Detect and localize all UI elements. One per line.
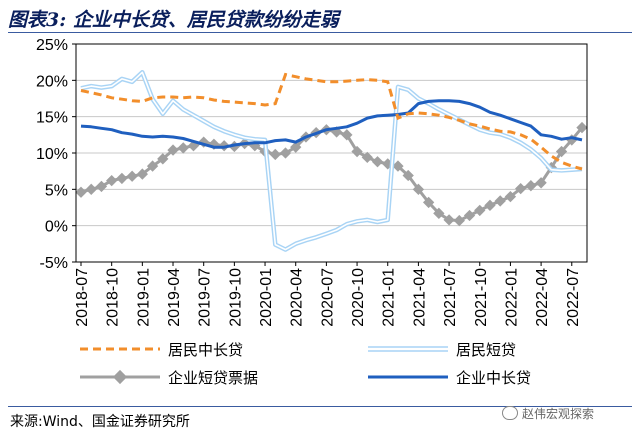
series-3-point xyxy=(402,169,414,182)
x-tick-label: 2019-04 xyxy=(166,268,183,327)
series-3-point xyxy=(453,214,465,227)
legend-label-series-4: 企业中长贷 xyxy=(456,369,531,387)
x-tick-label: 2019-07 xyxy=(197,268,214,327)
y-axis: 25% 20% 15% 10% 5% 0% -5% xyxy=(36,37,76,272)
series-3-point xyxy=(474,204,486,217)
series-line-4 xyxy=(80,99,583,149)
x-tick-label: 2020-04 xyxy=(289,268,306,327)
x-tick-label: 2018-10 xyxy=(105,268,122,327)
y-tick-label: -5% xyxy=(40,255,68,272)
series-3-point xyxy=(126,170,138,182)
x-tick-label: 2020-10 xyxy=(350,268,367,327)
wechat-icon xyxy=(502,406,518,420)
x-tick-label: 2022-07 xyxy=(565,268,582,327)
y-tick-label: 5% xyxy=(45,182,68,199)
line-chart: 25% 20% 15% 10% 5% 0% -5% 2018-07 2018-10 2019-0… xyxy=(36,37,588,387)
y-tick-label: 0% xyxy=(45,219,68,236)
x-tick-label: 2021-04 xyxy=(411,268,428,327)
title-divider xyxy=(8,32,632,33)
x-tick-label: 2021-01 xyxy=(381,268,398,327)
series-3-point xyxy=(484,199,496,211)
y-tick-label: 10% xyxy=(36,146,68,163)
series-3-point xyxy=(269,148,281,161)
footer-divider xyxy=(8,406,632,407)
watermark: 赵伟宏观探索 xyxy=(502,405,594,422)
series-3-point xyxy=(351,145,363,158)
series-3-point xyxy=(167,144,179,156)
series-3-point xyxy=(463,209,476,222)
watermark-text: 赵伟宏观探索 xyxy=(522,407,595,421)
series-3-point xyxy=(136,168,149,180)
series-3-point xyxy=(341,129,353,141)
x-tick-label: 2022-04 xyxy=(534,268,551,327)
series-line-2 xyxy=(80,70,583,252)
x-axis: 2018-07 2018-10 2019-01 2019-04 2019-07 2019-… xyxy=(74,262,582,327)
series-3-point xyxy=(157,153,169,165)
x-tick-label: 2019-10 xyxy=(227,268,244,327)
series-3-point xyxy=(525,180,537,192)
series-3-point xyxy=(361,151,373,164)
legend-marker-series-3 xyxy=(112,369,128,385)
legend-label-series-3: 企业短贷票据 xyxy=(168,369,258,387)
legend: 居民中长贷 居民短贷 企业短贷票据 企业中长贷 xyxy=(80,341,531,387)
x-tick-label: 2018-07 xyxy=(74,268,91,327)
y-tick-label: 25% xyxy=(36,37,68,54)
series-3-point xyxy=(177,142,189,154)
series-3-point xyxy=(85,183,97,195)
gridlines xyxy=(76,43,587,263)
series-3-point xyxy=(290,141,302,153)
series-layer xyxy=(75,70,588,252)
series-3-point xyxy=(392,160,404,172)
y-tick-label: 15% xyxy=(36,110,68,127)
series-3-point xyxy=(412,183,425,195)
plot-frame xyxy=(75,43,588,263)
series-3-point xyxy=(555,145,568,158)
series-3-point xyxy=(514,182,527,195)
y-tick-label: 20% xyxy=(36,73,68,90)
series-3-point xyxy=(75,186,87,198)
x-tick-label: 2021-07 xyxy=(442,268,459,327)
series-3-point xyxy=(422,196,435,209)
series-3-point xyxy=(146,160,159,172)
source-note: 来源:Wind、国金证券研究所 xyxy=(10,414,190,430)
series-3-point xyxy=(433,207,445,219)
series-line-2-inner xyxy=(80,71,583,251)
x-tick-label: 2022-01 xyxy=(503,268,520,327)
legend-label-series-2: 居民短贷 xyxy=(456,341,516,359)
figure-title: 图表3: 企业中长贷、居民贷款纷纷走弱 xyxy=(8,9,339,31)
series-line-3 xyxy=(80,126,584,223)
series-3-point xyxy=(371,156,384,168)
series-line-1 xyxy=(80,72,583,171)
series-3-point xyxy=(106,174,118,187)
series-3-point xyxy=(443,214,455,226)
series-3-point xyxy=(116,172,128,185)
x-tick-label: 2020-01 xyxy=(258,268,275,327)
series-3-point xyxy=(504,190,517,203)
x-tick-label: 2020-07 xyxy=(319,268,336,327)
legend-label-series-1: 居民中长贷 xyxy=(168,341,243,359)
x-tick-label: 2021-10 xyxy=(473,268,490,327)
x-tick-label: 2019-01 xyxy=(135,268,152,327)
series-3-point xyxy=(535,177,547,189)
series-3-point xyxy=(494,195,506,207)
series-3-point xyxy=(279,147,292,159)
